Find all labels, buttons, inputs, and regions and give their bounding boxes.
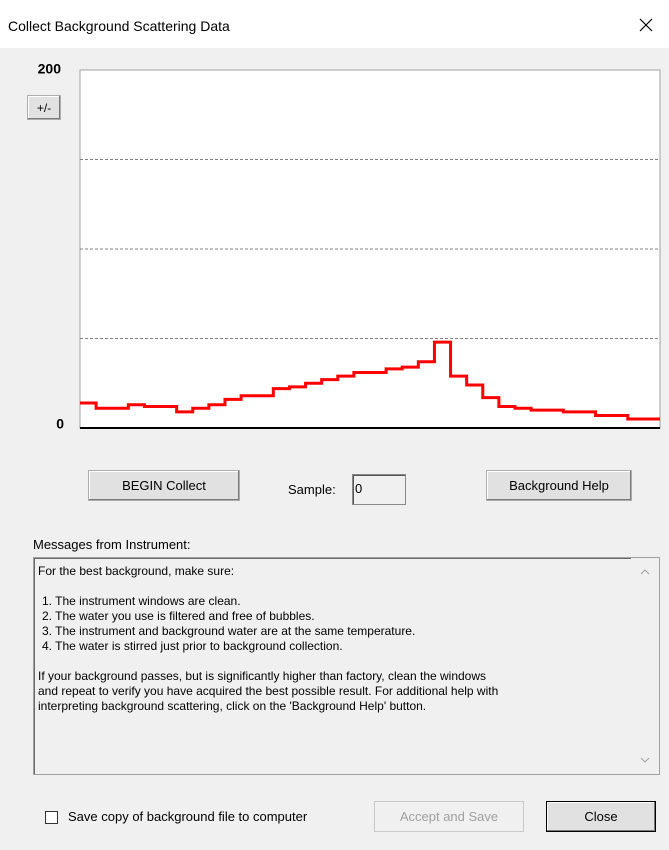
message-line: 1. The instrument windows are clean.	[42, 594, 241, 608]
accept-button: Accept and Save	[374, 801, 524, 832]
message-line: For the best background, make sure:	[38, 564, 235, 578]
message-line: 3. The instrument and background water a…	[42, 624, 416, 638]
sample-field: 0	[352, 474, 406, 505]
y-tick-label: 0	[56, 416, 64, 432]
scale-button[interactable]: +/-	[27, 95, 61, 120]
message-line: and repeat to verify you have acquired t…	[38, 684, 499, 698]
close-button[interactable]: Close	[546, 801, 656, 832]
close-icon[interactable]	[638, 17, 654, 33]
checkbox[interactable]	[45, 811, 58, 824]
message-line: 4. The water is stirred just prior to ba…	[42, 639, 343, 653]
begin-button[interactable]: BEGIN Collect	[88, 470, 240, 501]
messages-text: For the best background, make sure: 1. T…	[38, 564, 498, 714]
data-line	[80, 340, 660, 421]
y-tick-label: 200	[38, 61, 62, 77]
message-line: 2. The water you use is filtered and fre…	[42, 609, 315, 623]
messages-label: Messages from Instrument:	[33, 537, 191, 552]
title-bar: Collect Background Scattering Data	[0, 0, 669, 48]
messages-box: For the best background, make sure: 1. T…	[33, 557, 660, 775]
checkbox-label[interactable]: Save copy of background file to computer	[68, 809, 308, 824]
window-title: Collect Background Scattering Data	[8, 18, 230, 34]
scrollbar[interactable]	[631, 558, 659, 774]
message-line: interpreting background scattering, clic…	[38, 699, 427, 713]
chart: 0 200	[38, 61, 661, 432]
help-button[interactable]: Background Help	[486, 470, 632, 501]
sample-label: Sample:	[288, 482, 336, 497]
message-line: If your background passes, but is signif…	[38, 669, 487, 683]
